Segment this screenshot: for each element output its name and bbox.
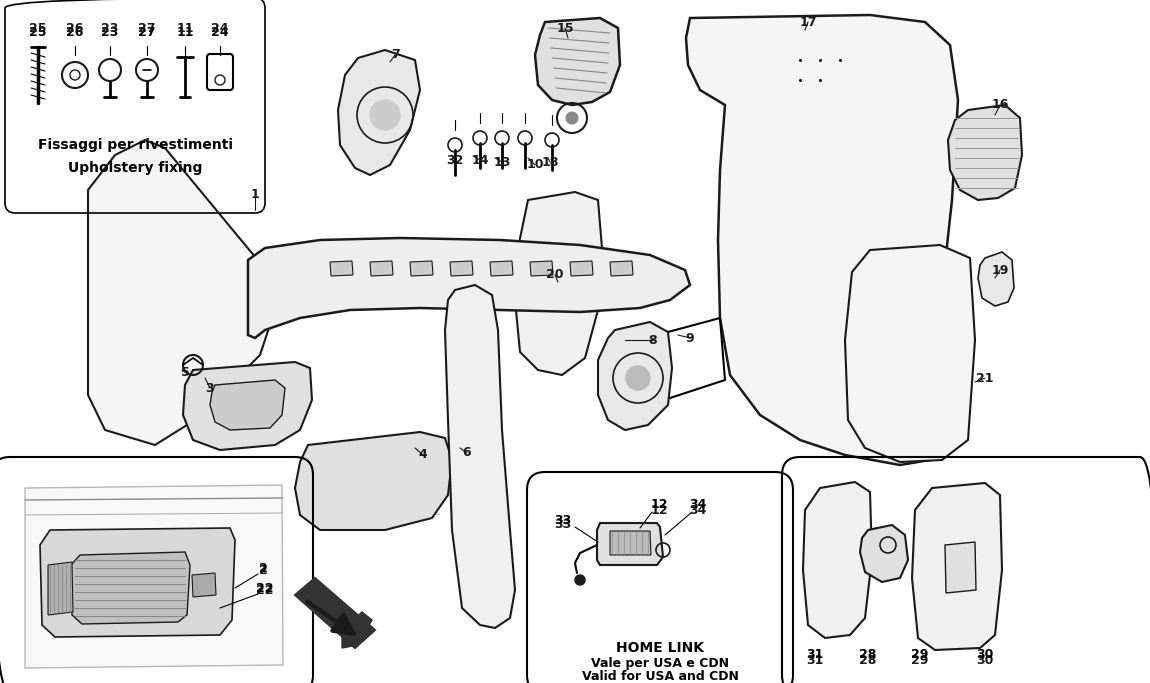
Text: 33: 33 xyxy=(554,518,572,531)
Text: 31: 31 xyxy=(806,654,823,667)
Polygon shape xyxy=(296,578,375,648)
Text: 5: 5 xyxy=(181,365,190,378)
Polygon shape xyxy=(70,552,190,624)
Text: 22: 22 xyxy=(256,583,274,596)
Text: 30: 30 xyxy=(976,654,994,667)
Text: Valid for USA and CDN: Valid for USA and CDN xyxy=(582,671,738,683)
Text: 17: 17 xyxy=(799,16,816,29)
Text: 12: 12 xyxy=(650,503,668,516)
Text: Upholstery fixing: Upholstery fixing xyxy=(68,161,202,175)
Text: 6: 6 xyxy=(462,447,471,460)
Text: 29: 29 xyxy=(911,654,929,667)
Circle shape xyxy=(575,575,585,585)
Text: 12: 12 xyxy=(650,499,668,512)
Polygon shape xyxy=(515,192,601,375)
Polygon shape xyxy=(912,483,1002,650)
Text: 24: 24 xyxy=(212,25,229,38)
Polygon shape xyxy=(89,140,275,445)
Polygon shape xyxy=(296,432,452,530)
Polygon shape xyxy=(978,252,1014,306)
Text: 9: 9 xyxy=(685,331,695,344)
Text: 11: 11 xyxy=(176,25,193,38)
Polygon shape xyxy=(210,380,285,430)
Text: 3: 3 xyxy=(206,382,214,395)
Polygon shape xyxy=(330,261,353,276)
Circle shape xyxy=(626,366,650,390)
Circle shape xyxy=(370,100,400,130)
Polygon shape xyxy=(338,50,420,175)
Text: 20: 20 xyxy=(546,268,564,281)
Text: 23: 23 xyxy=(101,21,118,35)
Text: 21: 21 xyxy=(976,372,994,385)
Text: HOME LINK: HOME LINK xyxy=(616,641,704,655)
Text: 26: 26 xyxy=(67,21,84,35)
Text: 19: 19 xyxy=(991,264,1009,277)
Text: 28: 28 xyxy=(859,654,876,667)
Polygon shape xyxy=(411,261,434,276)
Polygon shape xyxy=(598,322,672,430)
Text: 7: 7 xyxy=(391,48,399,61)
Text: 25: 25 xyxy=(29,25,47,38)
Text: 26: 26 xyxy=(67,25,84,38)
Polygon shape xyxy=(948,105,1022,200)
Text: 27: 27 xyxy=(138,25,155,38)
Circle shape xyxy=(566,112,578,124)
Text: 33: 33 xyxy=(554,514,572,527)
Polygon shape xyxy=(40,528,235,637)
Text: Fissaggi per rivestimenti: Fissaggi per rivestimenti xyxy=(38,138,232,152)
Text: 2: 2 xyxy=(259,561,267,574)
Text: 2: 2 xyxy=(259,563,267,576)
Polygon shape xyxy=(183,362,312,450)
Text: 8: 8 xyxy=(649,333,658,346)
Polygon shape xyxy=(530,261,553,276)
Text: 30: 30 xyxy=(976,648,994,662)
Polygon shape xyxy=(597,523,664,565)
Polygon shape xyxy=(610,261,632,276)
Text: 27: 27 xyxy=(138,21,155,35)
Text: 13: 13 xyxy=(493,156,511,169)
Text: Vale per USA e CDN: Vale per USA e CDN xyxy=(591,656,729,669)
Text: 34: 34 xyxy=(689,503,707,516)
Text: 22: 22 xyxy=(256,581,274,594)
Text: 31: 31 xyxy=(806,648,823,662)
Text: 16: 16 xyxy=(991,98,1009,111)
Polygon shape xyxy=(535,18,620,105)
Polygon shape xyxy=(192,573,216,597)
Text: 24: 24 xyxy=(212,21,229,35)
Polygon shape xyxy=(945,542,976,593)
Text: 28: 28 xyxy=(859,648,876,662)
Polygon shape xyxy=(610,531,651,555)
Text: 1: 1 xyxy=(251,189,260,201)
Polygon shape xyxy=(445,285,515,628)
Text: 4: 4 xyxy=(419,449,428,462)
Text: 23: 23 xyxy=(101,25,118,38)
Text: 18: 18 xyxy=(542,156,559,169)
Text: 15: 15 xyxy=(557,21,574,35)
Text: 29: 29 xyxy=(911,648,929,662)
Text: 10: 10 xyxy=(527,158,544,171)
Text: 25: 25 xyxy=(29,21,47,35)
Polygon shape xyxy=(450,261,473,276)
Text: 34: 34 xyxy=(689,499,707,512)
Polygon shape xyxy=(490,261,513,276)
Polygon shape xyxy=(803,482,872,638)
Polygon shape xyxy=(370,261,393,276)
Polygon shape xyxy=(342,612,371,648)
Polygon shape xyxy=(687,15,958,465)
Polygon shape xyxy=(570,261,593,276)
Polygon shape xyxy=(845,245,975,462)
Polygon shape xyxy=(248,238,690,338)
Text: 14: 14 xyxy=(472,154,489,167)
Polygon shape xyxy=(860,525,909,582)
Text: 11: 11 xyxy=(176,21,193,35)
Text: 32: 32 xyxy=(446,154,463,167)
Polygon shape xyxy=(48,562,72,615)
Polygon shape xyxy=(25,485,283,668)
